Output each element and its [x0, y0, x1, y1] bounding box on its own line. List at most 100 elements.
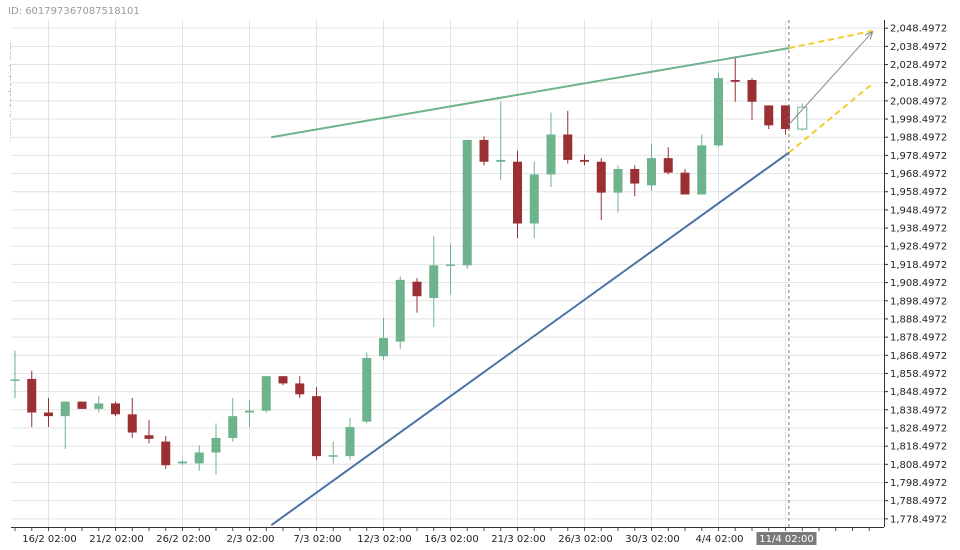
- candle-body: [161, 441, 171, 466]
- candle-body: [312, 396, 321, 457]
- support-projection-line: [788, 82, 874, 154]
- candle-body: [144, 435, 154, 439]
- y-tick-label: 1,848.4972: [890, 387, 947, 398]
- candle-body: [228, 416, 238, 438]
- x-axis: 16/2 02:00 21/2 02:00 26/2 02:00 2/3 02:00 7…: [11, 527, 884, 545]
- candle-body: [496, 159, 506, 162]
- y-tick-label: 1,798.4972: [890, 478, 947, 489]
- candle-body: [663, 158, 673, 173]
- y-tick-label: 1,808.4972: [890, 460, 947, 471]
- y-tick-label: 1,948.4972: [890, 205, 947, 216]
- candle-body: [680, 172, 690, 195]
- y-tick-label: 2,038.4972: [890, 42, 947, 53]
- candle-body: [94, 403, 104, 409]
- x-tick-label: 11/4 02:00: [759, 534, 813, 545]
- plot-area: [11, 20, 884, 527]
- candle-body: [781, 105, 790, 130]
- y-tick-label: 1,998.4972: [890, 115, 947, 126]
- candle-body: [379, 338, 388, 357]
- candle-body: [245, 410, 254, 413]
- candles: [10, 56, 808, 475]
- candle-body: [630, 169, 640, 184]
- candle-body: [111, 403, 120, 415]
- x-tick-label: 21/2 02:00: [89, 534, 143, 545]
- candle-body: [412, 281, 422, 297]
- y-tick-label: 2,028.4972: [890, 60, 947, 71]
- candle-body: [295, 383, 305, 395]
- x-tick-label: 16/2 02:00: [22, 534, 76, 545]
- resistance-line: [271, 47, 790, 139]
- x-tick-label: 2/3 02:00: [226, 534, 274, 545]
- y-tick-label: 1,888.4972: [890, 314, 947, 325]
- x-tick-label: 16/3 02:00: [424, 534, 478, 545]
- y-tick-label: 1,898.4972: [890, 296, 947, 307]
- y-tick-label: 1,908.4972: [890, 278, 947, 289]
- candle-body: [563, 134, 573, 160]
- candle-body: [513, 161, 522, 224]
- candle-body: [328, 455, 338, 457]
- candle-body: [429, 265, 439, 299]
- y-tick-label: 1,928.4972: [890, 242, 947, 253]
- x-tick-label: 7/3 02:00: [293, 534, 341, 545]
- y-tick-label: 1,938.4972: [890, 224, 947, 235]
- resistance-projection-line: [788, 29, 873, 50]
- x-tick-label: 12/3 02:00: [357, 534, 411, 545]
- x-tick-label: 26/2 02:00: [156, 534, 210, 545]
- x-tick-label: 30/3 02:00: [625, 534, 679, 545]
- y-tick-label: 1,818.4972: [890, 442, 947, 453]
- candle-body: [261, 376, 271, 411]
- candle-body: [764, 105, 774, 126]
- chart-id-label: ID: 601797367087518101: [8, 6, 140, 17]
- candle-body: [580, 159, 589, 162]
- y-tick-label: 1,918.4972: [890, 260, 947, 271]
- y-tick-label: 1,958.4972: [890, 187, 947, 198]
- y-tick-label: 1,988.4972: [890, 133, 947, 144]
- candle-body: [529, 174, 539, 224]
- candle-body: [345, 427, 355, 457]
- y-tick-label: 2,048.4972: [890, 24, 947, 35]
- x-tick-highlight: [756, 532, 817, 545]
- y-tick-label: 1,878.4972: [890, 333, 947, 344]
- candle-body: [596, 161, 606, 193]
- candle-body: [10, 379, 20, 381]
- y-tick-label: 1,838.4972: [890, 405, 947, 416]
- y-tick-label: 1,788.4972: [890, 496, 947, 507]
- candle-body: [178, 461, 187, 464]
- candle-body: [278, 376, 288, 384]
- candle-body: [362, 358, 372, 422]
- candle-body: [546, 134, 556, 175]
- candle-body: [395, 279, 405, 342]
- candle-body: [462, 139, 472, 266]
- candle-body: [77, 401, 87, 409]
- x-tick-label: 21/3 02:00: [491, 534, 545, 545]
- candle-body: [613, 169, 623, 193]
- candle-body: [211, 437, 221, 453]
- y-tick-label: 1,868.4972: [890, 351, 947, 362]
- candle-body: [797, 106, 808, 130]
- forecast-arrow-head: [865, 30, 874, 40]
- candle-body: [60, 401, 70, 417]
- candle-body: [730, 79, 740, 82]
- y-tick-label: 2,008.4972: [890, 96, 947, 107]
- candle-body: [27, 378, 37, 413]
- candle-body: [194, 452, 204, 464]
- candle-body: [127, 414, 137, 433]
- y-tick-label: 1,968.4972: [890, 169, 947, 180]
- candle-body: [479, 139, 489, 162]
- y-tick-label: 1,828.4972: [890, 423, 947, 434]
- y-axis: 2,048.4972 2,038.4972 2,028.4972 2,018.4972…: [884, 20, 947, 527]
- candle-body: [714, 78, 723, 146]
- trend-lines: [270, 20, 874, 527]
- y-tick-label: 1,858.4972: [890, 369, 947, 380]
- y-tick-label: 2,018.4972: [890, 78, 947, 89]
- y-tick-label: 1,778.4972: [890, 514, 947, 525]
- forecast-arrow-line: [788, 31, 873, 125]
- x-tick-label: 4/4 02:00: [695, 534, 743, 545]
- candle-body: [647, 158, 656, 186]
- y-tick-label: 1,978.4972: [890, 151, 947, 162]
- x-tick-label: 26/3 02:00: [558, 534, 612, 545]
- candle-body: [446, 264, 455, 266]
- candle-body: [697, 145, 707, 195]
- support-line: [270, 151, 790, 526]
